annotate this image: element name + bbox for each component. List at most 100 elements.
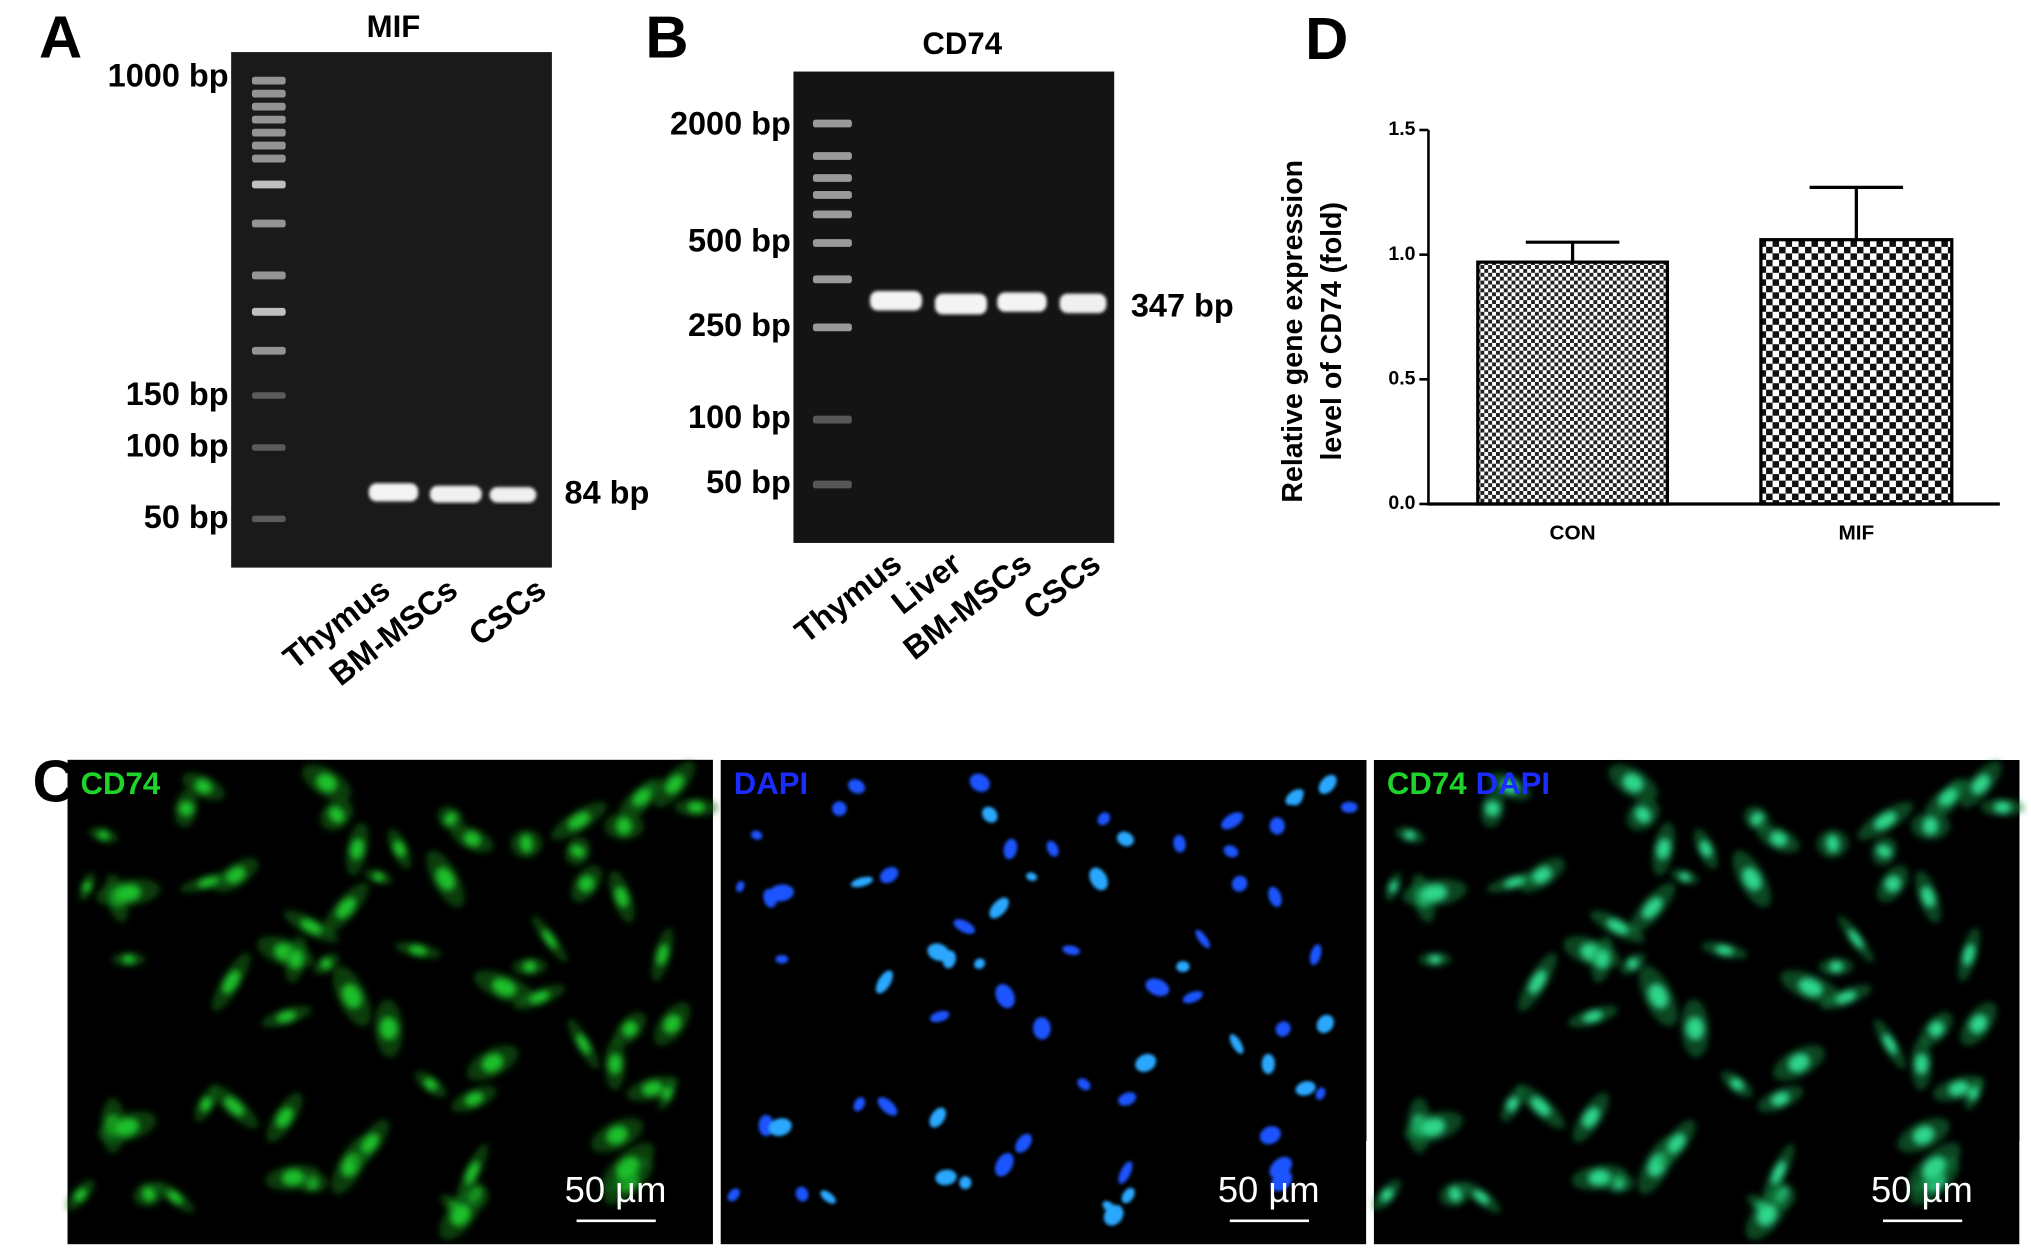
y-tick-label: 0.5	[1388, 367, 1415, 389]
nucleus	[850, 876, 874, 888]
nucleus	[362, 1133, 379, 1153]
marker-label: 500 bp	[688, 223, 791, 259]
nucleus	[1635, 806, 1651, 823]
nucleus	[622, 1021, 638, 1037]
micrographs: CD74 50 µm DAPI 50 µm CD74 DAPI 50 µm	[66, 759, 2025, 1245]
nucleus	[942, 950, 956, 969]
nucleus	[750, 830, 763, 840]
micrograph	[720, 759, 1367, 1245]
nucleus	[935, 1169, 957, 1186]
nucleus	[1145, 978, 1170, 997]
nucleus	[1268, 886, 1282, 908]
channel-label: DAPI	[734, 766, 808, 801]
nucleus	[320, 958, 332, 969]
marker-label: 1000 bp	[108, 58, 229, 94]
nucleus	[662, 1087, 673, 1100]
nucleus	[1798, 978, 1823, 997]
nucleus	[409, 945, 427, 955]
nucleus	[989, 897, 1009, 919]
channel-label: DAPI	[1476, 766, 1550, 801]
nucleus	[1533, 866, 1552, 884]
ladder-band	[251, 307, 286, 316]
nucleus	[1173, 834, 1186, 853]
nucleus	[877, 1097, 898, 1116]
scale-label: 50 µm	[1218, 1169, 1320, 1210]
marker-label: 250 bp	[688, 307, 791, 343]
nucleus	[1876, 845, 1892, 858]
nucleus	[853, 1097, 866, 1112]
nucleus	[1595, 950, 1610, 969]
nucleus	[393, 840, 406, 857]
nucleus	[879, 866, 899, 884]
nucleus	[1757, 1204, 1777, 1226]
nucleus	[1928, 1021, 1944, 1037]
nucleus	[1485, 801, 1500, 816]
nucleus	[1742, 867, 1762, 891]
ladder-band	[251, 219, 286, 228]
nucleus	[1097, 812, 1111, 826]
nucleus	[178, 801, 194, 816]
nucleus	[226, 866, 246, 884]
nucleus	[316, 773, 337, 792]
nucleus	[1622, 773, 1644, 792]
marker-label: 100 bp	[688, 399, 791, 435]
nucleus	[1309, 944, 1322, 966]
channel-label: CD74	[81, 766, 161, 801]
nucleus	[1963, 944, 1975, 966]
nucleus	[995, 984, 1015, 1009]
nucleus	[1971, 774, 1990, 794]
nucleus	[974, 958, 986, 969]
nucleus	[969, 773, 990, 792]
nucleus	[1176, 961, 1190, 973]
nucleus	[1882, 1034, 1897, 1054]
nucleus	[1829, 961, 1843, 973]
ladder-band	[812, 174, 852, 182]
nucleus	[372, 872, 384, 882]
nucleus	[1448, 1186, 1462, 1202]
nucleus	[1994, 801, 2011, 813]
nucleus	[1195, 929, 1210, 949]
nucleus	[379, 1017, 398, 1040]
nucleus	[1318, 774, 1337, 794]
y-axis-label: Relative gene expression	[1277, 160, 1309, 503]
nucleus	[1315, 1087, 1326, 1100]
x-tick-label: MIF	[1838, 521, 1874, 544]
marker-label: 50 bp	[706, 464, 791, 500]
lane-label: CSCs	[462, 571, 552, 653]
nucleus	[1103, 1204, 1124, 1226]
y-tick-label: 0.0	[1388, 492, 1415, 514]
ladder-band	[812, 323, 852, 332]
nucleus	[929, 1107, 946, 1128]
nucleus	[616, 1156, 639, 1179]
nucleus	[663, 1014, 681, 1034]
nucleus	[1501, 779, 1519, 794]
bands	[368, 483, 537, 503]
nucleus	[875, 970, 893, 994]
y-axis-label: level of CD74 (fold)	[1316, 202, 1348, 461]
nucleus	[642, 1081, 663, 1096]
nucleus	[775, 954, 789, 964]
nucleus	[820, 1190, 836, 1204]
ladder-band	[812, 152, 852, 160]
nucleus	[1715, 945, 1734, 955]
nucleus	[1835, 990, 1856, 1004]
nucleus	[1938, 788, 1957, 805]
nucleus	[450, 1204, 471, 1226]
nucleus	[1275, 1021, 1291, 1037]
nucleus	[953, 919, 976, 934]
nucleus	[1506, 1097, 1519, 1112]
nucleus	[115, 884, 141, 902]
nucleus	[576, 1034, 591, 1054]
ladder-band	[251, 115, 286, 124]
ladder-band	[812, 119, 852, 128]
nucleus	[1003, 838, 1018, 860]
nucleus	[768, 1118, 792, 1137]
nucleus	[1389, 881, 1398, 893]
nucleus	[959, 1176, 972, 1190]
nucleus	[1699, 840, 1712, 857]
ladder-band	[251, 515, 286, 523]
bar	[1759, 238, 1954, 506]
nucleus	[1885, 875, 1901, 892]
nucleus	[1231, 875, 1248, 892]
